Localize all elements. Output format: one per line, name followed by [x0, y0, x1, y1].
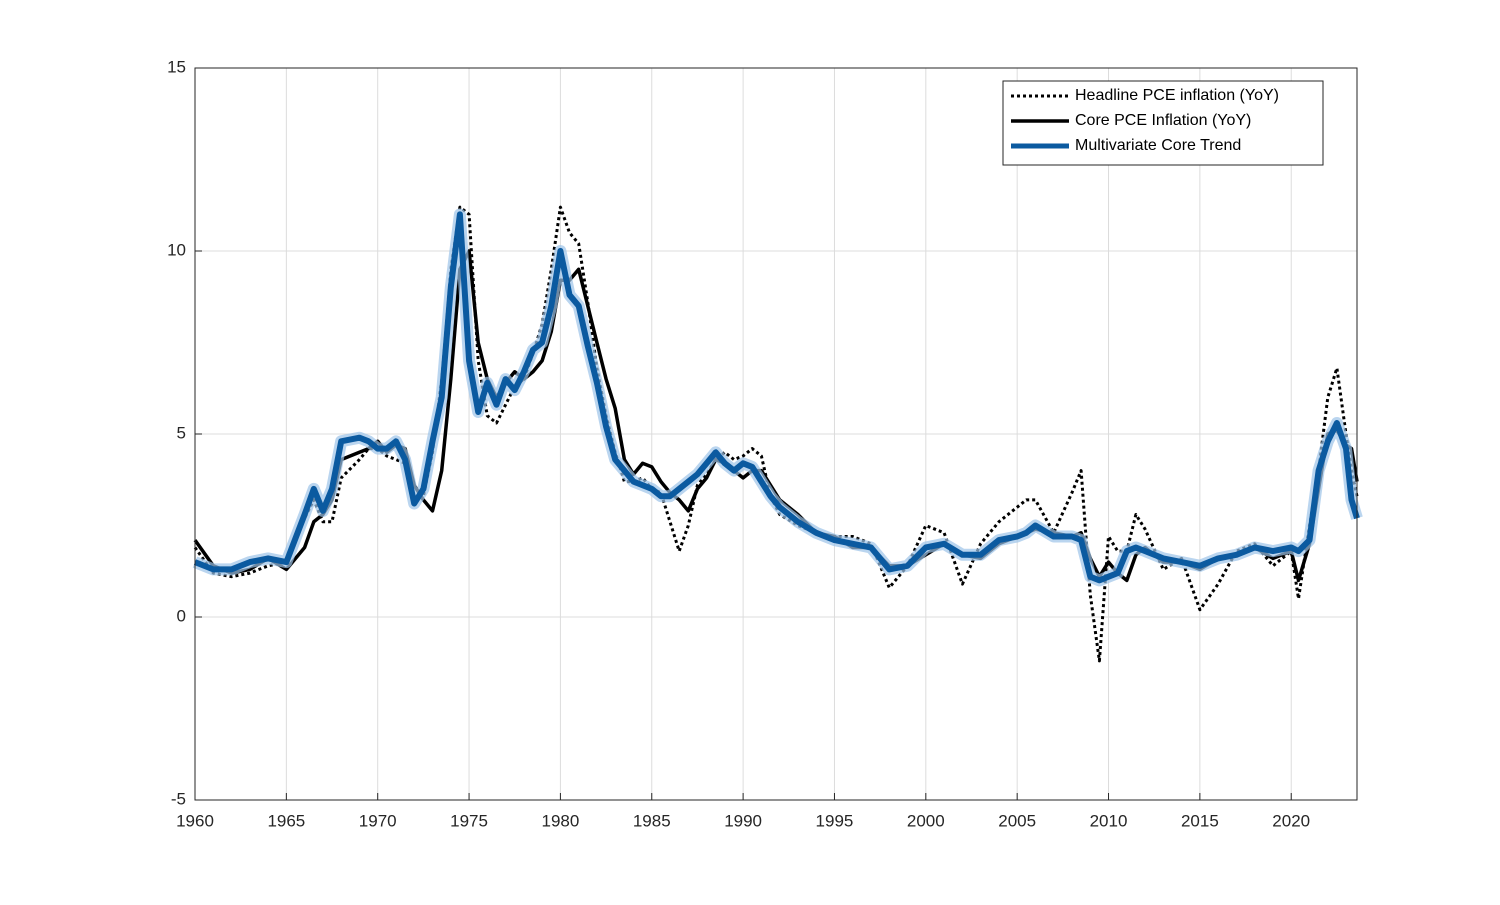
- y-tick-label: 5: [177, 423, 186, 442]
- y-tick-label: 15: [167, 57, 186, 76]
- y-tick-label: 0: [177, 606, 186, 625]
- axes-box: [194, 67, 1358, 801]
- x-tick-label: 2010: [1090, 811, 1128, 830]
- x-tick-label: 1970: [359, 811, 397, 830]
- legend: Headline PCE inflation (YoY) Core PCE Inf…: [1002, 80, 1324, 166]
- x-tick-label: 1975: [450, 811, 488, 830]
- x-tick-label: 1960: [176, 811, 214, 830]
- x-tick-label: 1965: [267, 811, 305, 830]
- y-tick-label: 10: [167, 240, 186, 259]
- x-tick-label: 2020: [1272, 811, 1310, 830]
- legend-label: Headline PCE inflation (YoY): [1075, 87, 1279, 104]
- x-tick-label: 2000: [907, 811, 945, 830]
- x-tick-label: 2005: [998, 811, 1036, 830]
- x-tick-label: 1995: [816, 811, 854, 830]
- series-line: [193, 211, 1360, 584]
- legend-label: Core PCE Inflation (YoY): [1075, 112, 1251, 129]
- legend-box: [1002, 80, 1324, 166]
- y-tick-label: -5: [171, 789, 186, 808]
- x-tick-label: 1990: [724, 811, 762, 830]
- x-tick-label: 1980: [541, 811, 579, 830]
- legend-label: Multivariate Core Trend: [1075, 137, 1241, 154]
- x-tick-label: 1985: [633, 811, 671, 830]
- x-tick-label: 2015: [1181, 811, 1219, 830]
